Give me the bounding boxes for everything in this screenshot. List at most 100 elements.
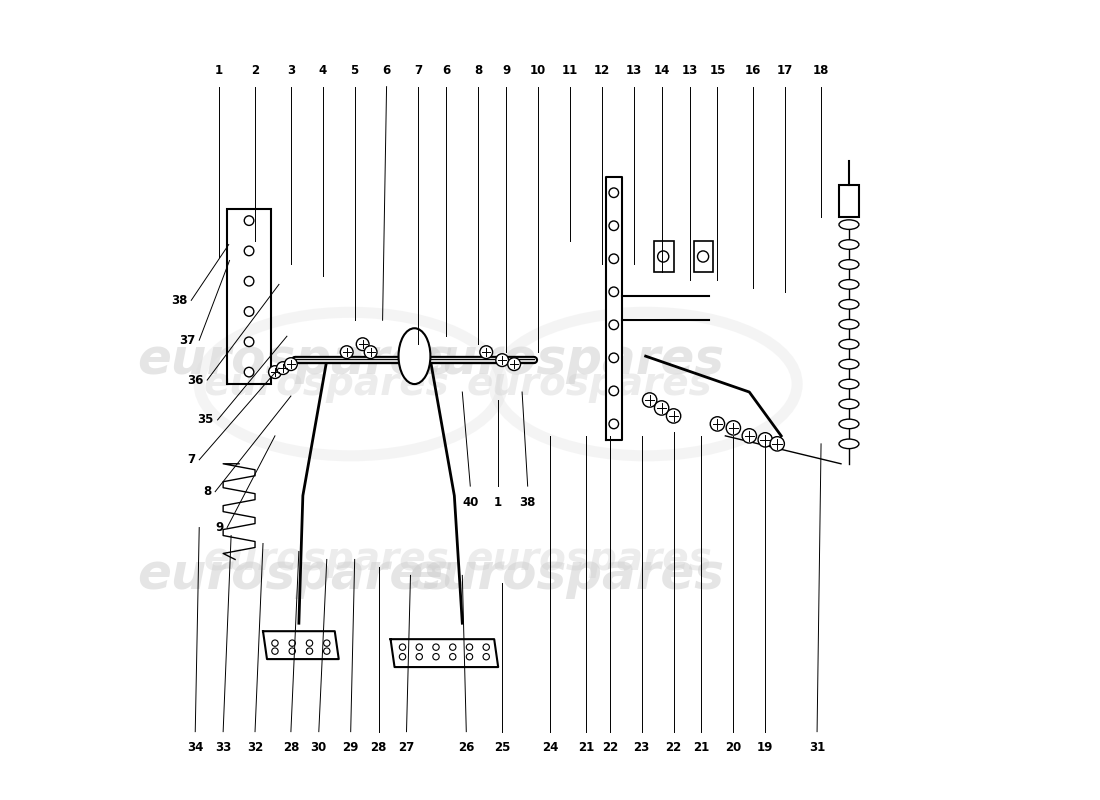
Text: eurospares: eurospares <box>408 336 724 384</box>
Ellipse shape <box>839 399 859 409</box>
Text: 6: 6 <box>383 64 390 77</box>
Bar <box>227 209 271 384</box>
Ellipse shape <box>839 299 859 309</box>
Text: 12: 12 <box>594 64 609 77</box>
Circle shape <box>268 366 282 378</box>
Text: 29: 29 <box>342 742 359 754</box>
Circle shape <box>416 644 422 650</box>
Circle shape <box>711 417 725 431</box>
Circle shape <box>609 320 618 330</box>
Ellipse shape <box>839 240 859 250</box>
Text: 17: 17 <box>777 64 793 77</box>
Text: eurospares: eurospares <box>136 336 453 384</box>
Circle shape <box>364 346 377 358</box>
Circle shape <box>244 246 254 256</box>
Circle shape <box>726 421 740 435</box>
Text: eurospares: eurospares <box>408 551 724 599</box>
Text: 36: 36 <box>187 374 204 386</box>
Circle shape <box>654 401 669 415</box>
Text: 7: 7 <box>187 454 195 466</box>
Circle shape <box>697 251 708 262</box>
Text: 38: 38 <box>170 294 187 307</box>
Ellipse shape <box>398 328 430 384</box>
Circle shape <box>416 654 422 660</box>
Circle shape <box>466 654 473 660</box>
Circle shape <box>480 346 493 358</box>
Text: 13: 13 <box>626 64 641 77</box>
Text: 27: 27 <box>398 742 415 754</box>
Text: 28: 28 <box>283 742 299 754</box>
Text: eurospares: eurospares <box>204 365 450 403</box>
Circle shape <box>483 654 490 660</box>
Text: 19: 19 <box>757 742 773 754</box>
Circle shape <box>244 277 254 286</box>
Circle shape <box>450 654 455 660</box>
Text: 24: 24 <box>542 742 558 754</box>
Circle shape <box>609 188 618 198</box>
Text: 15: 15 <box>710 64 726 77</box>
Text: 33: 33 <box>214 742 231 754</box>
Circle shape <box>609 419 618 429</box>
Text: eurospares: eurospares <box>204 541 450 578</box>
Ellipse shape <box>839 419 859 429</box>
Text: 26: 26 <box>458 742 474 754</box>
Circle shape <box>272 648 278 654</box>
Text: 37: 37 <box>179 334 195 346</box>
Text: 1: 1 <box>216 64 223 77</box>
Text: 31: 31 <box>808 742 825 754</box>
Text: 14: 14 <box>653 64 670 77</box>
Circle shape <box>466 644 473 650</box>
Circle shape <box>496 354 508 366</box>
Text: 22: 22 <box>666 742 682 754</box>
Ellipse shape <box>839 339 859 349</box>
Ellipse shape <box>839 260 859 270</box>
Text: 8: 8 <box>202 485 211 498</box>
Text: 6: 6 <box>442 64 451 77</box>
Circle shape <box>285 358 297 370</box>
Circle shape <box>770 437 784 451</box>
Text: 30: 30 <box>310 742 327 754</box>
Text: 9: 9 <box>502 64 510 77</box>
Text: 4: 4 <box>319 64 327 77</box>
Text: 1: 1 <box>494 496 503 509</box>
Text: 20: 20 <box>725 742 741 754</box>
Circle shape <box>667 409 681 423</box>
Ellipse shape <box>839 319 859 329</box>
Text: 7: 7 <box>415 64 422 77</box>
Text: eurospares: eurospares <box>136 551 453 599</box>
Circle shape <box>399 644 406 650</box>
Text: 3: 3 <box>287 64 295 77</box>
Circle shape <box>450 644 455 650</box>
Text: 28: 28 <box>371 742 387 754</box>
Circle shape <box>432 654 439 660</box>
Text: 35: 35 <box>197 414 213 426</box>
Ellipse shape <box>839 280 859 289</box>
Circle shape <box>609 221 618 230</box>
Text: 11: 11 <box>562 64 579 77</box>
Circle shape <box>399 654 406 660</box>
Circle shape <box>432 644 439 650</box>
Circle shape <box>609 386 618 396</box>
Circle shape <box>742 429 757 443</box>
Text: 32: 32 <box>246 742 263 754</box>
Text: 38: 38 <box>519 496 536 509</box>
Circle shape <box>508 358 520 370</box>
Circle shape <box>289 640 296 646</box>
Text: eurospares: eurospares <box>468 541 713 578</box>
Text: 13: 13 <box>681 64 697 77</box>
Text: eurospares: eurospares <box>468 365 713 403</box>
Polygon shape <box>606 177 621 440</box>
Ellipse shape <box>839 379 859 389</box>
Ellipse shape <box>839 359 859 369</box>
Bar <box>653 241 673 273</box>
Text: 8: 8 <box>474 64 483 77</box>
Text: 18: 18 <box>813 64 829 77</box>
Circle shape <box>289 648 296 654</box>
Text: 21: 21 <box>693 742 710 754</box>
Text: 23: 23 <box>634 742 650 754</box>
Circle shape <box>323 648 330 654</box>
Text: 40: 40 <box>462 496 478 509</box>
Text: 2: 2 <box>251 64 260 77</box>
Circle shape <box>609 353 618 362</box>
Text: 9: 9 <box>214 521 223 534</box>
